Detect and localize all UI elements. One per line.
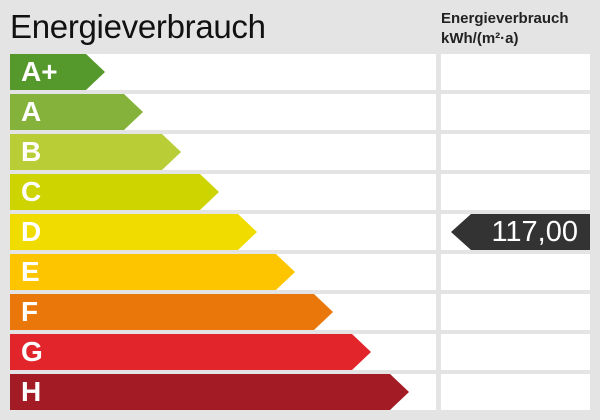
class-arrow: G <box>10 334 371 370</box>
class-arrow: F <box>10 294 333 330</box>
efficiency-row-h: H <box>10 374 436 410</box>
consumption-value: 117,00 <box>491 216 578 248</box>
class-arrow: B <box>10 134 181 170</box>
efficiency-row-g: G <box>10 334 436 370</box>
class-arrow: C <box>10 174 219 210</box>
column-header-unit: kWh/(m²·a) <box>441 30 519 47</box>
value-cell <box>441 174 590 210</box>
class-arrow: E <box>10 254 295 290</box>
value-cell <box>441 134 590 170</box>
class-label: C <box>21 176 42 207</box>
efficiency-row-aplus: A+ <box>10 54 436 90</box>
class-label: D <box>21 216 42 247</box>
value-cell <box>441 54 590 90</box>
column-header: Energieverbrauch kWh/(m²·a) <box>441 9 569 49</box>
class-arrow: D <box>10 214 257 250</box>
value-cell <box>441 374 590 410</box>
class-label: A <box>21 96 42 127</box>
column-header-title: Energieverbrauch <box>441 10 569 27</box>
efficiency-row-e: E <box>10 254 436 290</box>
consumption-indicator: 117,00 <box>451 214 590 250</box>
class-label: F <box>21 296 39 327</box>
efficiency-row-d: D <box>10 214 436 250</box>
class-label: G <box>21 336 43 367</box>
class-arrow: A+ <box>10 54 105 90</box>
class-label: E <box>21 256 40 287</box>
value-cell <box>441 334 590 370</box>
value-cell <box>441 294 590 330</box>
efficiency-row-a: A <box>10 94 436 130</box>
page-title: Energieverbrauch <box>10 8 266 45</box>
class-label: H <box>21 376 42 407</box>
efficiency-row-f: F <box>10 294 436 330</box>
class-label: B <box>21 136 42 167</box>
efficiency-row-b: B <box>10 134 436 170</box>
class-arrow: A <box>10 94 143 130</box>
value-cell <box>441 94 590 130</box>
efficiency-row-c: C <box>10 174 436 210</box>
class-arrow: H <box>10 374 409 410</box>
class-label: A+ <box>21 56 58 87</box>
value-cell <box>441 254 590 290</box>
